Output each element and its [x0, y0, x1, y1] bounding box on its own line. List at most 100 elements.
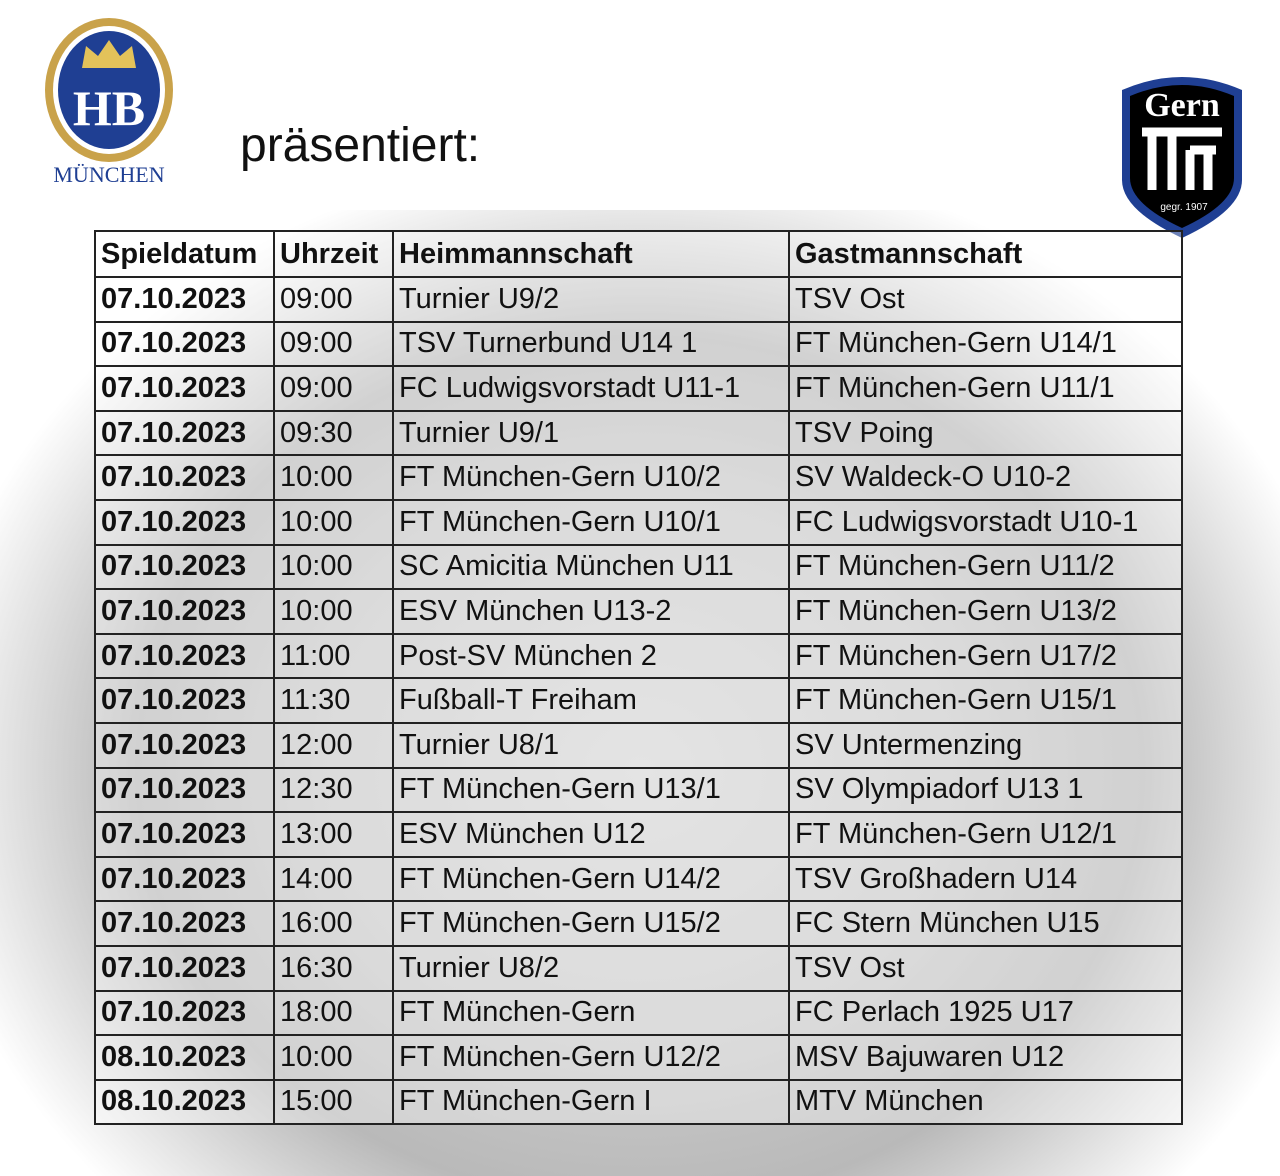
match-row: 07.10.2023 10:00 SC Amicitia München U11 FT… — [94, 543, 1183, 591]
club-name: Gern — [1144, 87, 1220, 124]
cell: 14:00 — [273, 855, 394, 903]
cell: FC Perlach 1925 U17 — [788, 989, 1183, 1037]
cell: 07.10.2023 — [94, 811, 275, 858]
match-row: 07.10.2023 10:00 ESV München U13-2 FT Münch… — [94, 588, 1183, 635]
cell: 09:00 — [273, 365, 394, 412]
column-header: Heimmannschaft — [392, 230, 790, 278]
cell: 07.10.2023 — [94, 588, 275, 635]
cell: FT München-Gern U14/2 — [392, 855, 790, 903]
cell: FC Stern München U15 — [788, 900, 1183, 947]
cell: SV Olympiadorf U13 1 — [788, 766, 1183, 814]
cell: 12:30 — [273, 766, 394, 814]
match-row: 07.10.2023 11:30 Fußball-T Freiham FT Münch… — [94, 677, 1183, 724]
column-header: Gastmannschaft — [788, 230, 1183, 278]
cell: TSV Turnerbund U14 1 — [392, 320, 790, 368]
match-row: 07.10.2023 18:00 FT München-Gern FC Perlach… — [94, 989, 1183, 1037]
cell: 15:00 — [273, 1078, 394, 1126]
cell: 07.10.2023 — [94, 632, 275, 680]
match-row: 07.10.2023 09:00 TSV Turnerbund U14 1 FT Mü… — [94, 320, 1183, 368]
cell: FT München-Gern U14/1 — [788, 320, 1183, 368]
cell: FT München-Gern U15/1 — [788, 677, 1183, 724]
cell: Turnier U8/1 — [392, 721, 790, 769]
match-row: 07.10.2023 10:00 FT München-Gern U10/2 SV W… — [94, 454, 1183, 501]
cell: FC Ludwigsvorstadt U11-1 — [392, 365, 790, 412]
cell: FC Ludwigsvorstadt U10-1 — [788, 498, 1183, 546]
cell: FT München-Gern U15/2 — [392, 900, 790, 947]
cell: FT München-Gern U17/2 — [788, 632, 1183, 680]
cell: Fußball-T Freiham — [392, 677, 790, 724]
cell: 07.10.2023 — [94, 276, 275, 323]
header-row: Spieldatum Uhrzeit Heimmannschaft Gastmanns… — [94, 230, 1183, 278]
cell: 07.10.2023 — [94, 900, 275, 947]
cell: FT München-Gern U13/2 — [788, 588, 1183, 635]
crown — [82, 40, 136, 68]
cell: 07.10.2023 — [94, 543, 275, 591]
cell: 18:00 — [273, 989, 394, 1037]
cell: FT München-Gern I — [392, 1078, 790, 1126]
cell: Turnier U8/2 — [392, 944, 790, 992]
cell: 10:00 — [273, 543, 394, 591]
cell: 16:00 — [273, 900, 394, 947]
cell: 10:00 — [273, 1034, 394, 1081]
match-row: 07.10.2023 09:00 Turnier U9/2 TSV Ost — [94, 276, 1183, 323]
match-row: 07.10.2023 11:00 Post-SV München 2 FT Münch… — [94, 632, 1183, 680]
cell: TSV Ost — [788, 276, 1183, 323]
cell: 13:00 — [273, 811, 394, 858]
hb-logo: HB MÜNCHEN — [45, 18, 173, 187]
cell: 08.10.2023 — [94, 1034, 275, 1081]
schedule-table: Spieldatum Uhrzeit Heimmannschaft Gastmanns… — [94, 230, 1183, 1126]
cell: Post-SV München 2 — [392, 632, 790, 680]
cell: 07.10.2023 — [94, 989, 275, 1037]
cell: 10:00 — [273, 588, 394, 635]
cell: MSV Bajuwaren U12 — [788, 1034, 1183, 1081]
match-row: 08.10.2023 10:00 FT München-Gern U12/2 MSV … — [94, 1034, 1183, 1081]
cell: 07.10.2023 — [94, 766, 275, 814]
cell: 11:00 — [273, 632, 394, 680]
cell: 10:00 — [273, 454, 394, 501]
logo-letters: HB — [73, 80, 145, 136]
cell: MTV München — [788, 1078, 1183, 1126]
cell: FT München-Gern U10/2 — [392, 454, 790, 501]
cell: FT München-Gern U12/2 — [392, 1034, 790, 1081]
cell: FT München-Gern U13/1 — [392, 766, 790, 814]
cell: 09:00 — [273, 320, 394, 368]
column-header: Uhrzeit — [273, 230, 394, 278]
cell: 07.10.2023 — [94, 944, 275, 992]
cell: 16:30 — [273, 944, 394, 992]
title: präsentiert: — [240, 119, 481, 172]
cell: 11:30 — [273, 677, 394, 724]
cell: 07.10.2023 — [94, 498, 275, 546]
cell: TSV Poing — [788, 409, 1183, 457]
match-row: 07.10.2023 10:00 FT München-Gern U10/1 FC L… — [94, 498, 1183, 546]
cell: 07.10.2023 — [94, 320, 275, 368]
match-row: 07.10.2023 13:00 ESV München U12 FT München… — [94, 811, 1183, 858]
match-row: 07.10.2023 09:00 FC Ludwigsvorstadt U11-1 F… — [94, 365, 1183, 412]
cell: TSV Großhadern U14 — [788, 855, 1183, 903]
match-row: 07.10.2023 16:30 Turnier U8/2 TSV Ost — [94, 944, 1183, 992]
cell: ESV München U12 — [392, 811, 790, 858]
cell: 12:00 — [273, 721, 394, 769]
cell: FT München-Gern U10/1 — [392, 498, 790, 546]
cell: 07.10.2023 — [94, 677, 275, 724]
match-row: 07.10.2023 09:30 Turnier U9/1 TSV Poing — [94, 409, 1183, 457]
match-row: 08.10.2023 15:00 FT München-Gern I MTV Münc… — [94, 1078, 1183, 1126]
cell: FT München-Gern U12/1 — [788, 811, 1183, 858]
cell: SC Amicitia München U11 — [392, 543, 790, 591]
match-row: 07.10.2023 12:30 FT München-Gern U13/1 SV O… — [94, 766, 1183, 814]
match-row: 07.10.2023 16:00 FT München-Gern U15/2 FC S… — [94, 900, 1183, 947]
match-row: 07.10.2023 14:00 FT München-Gern U14/2 TSV … — [94, 855, 1183, 903]
cell: 07.10.2023 — [94, 721, 275, 769]
cell: Turnier U9/2 — [392, 276, 790, 323]
club-founded: gegr. 1907 — [1160, 202, 1208, 213]
cell: FT München-Gern U11/1 — [788, 365, 1183, 412]
cell: Turnier U9/1 — [392, 409, 790, 457]
column-header: Spieldatum — [94, 230, 275, 278]
cell: 07.10.2023 — [94, 365, 275, 412]
cell: TSV Ost — [788, 944, 1183, 992]
cell: FT München-Gern — [392, 989, 790, 1037]
cell: 09:00 — [273, 276, 394, 323]
cell: ESV München U13-2 — [392, 588, 790, 635]
cell: SV Waldeck-O U10-2 — [788, 454, 1183, 501]
cell: 07.10.2023 — [94, 409, 275, 457]
